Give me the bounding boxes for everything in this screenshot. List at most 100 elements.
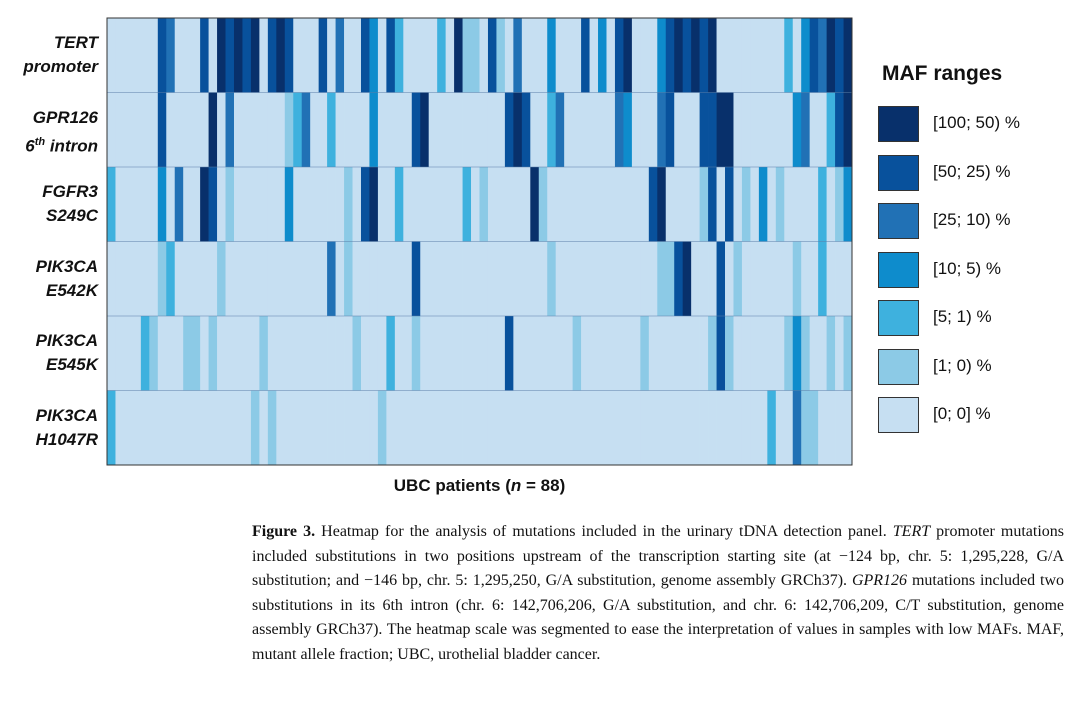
heatmap-cell	[360, 390, 370, 465]
heatmap-cell	[217, 92, 226, 167]
heatmap-cell	[682, 18, 692, 93]
heatmap-cell	[530, 390, 540, 465]
heatmap-cell	[276, 167, 286, 242]
heatmap-cell	[631, 241, 641, 316]
heatmap-cell	[225, 241, 235, 316]
heatmap-cell	[259, 92, 269, 167]
heatmap-cell	[750, 390, 760, 465]
heatmap-cell	[809, 167, 819, 242]
heatmap-cell	[428, 390, 438, 465]
heatmap-cell	[775, 92, 785, 167]
heatmap-cell	[377, 92, 387, 167]
heatmap-cell	[547, 92, 557, 167]
heatmap-cell	[648, 390, 658, 465]
heatmap-cell	[818, 241, 827, 316]
heatmap-cell	[572, 241, 582, 316]
heatmap-cell	[657, 167, 667, 242]
heatmap-cell	[733, 390, 743, 465]
heatmap-cell	[691, 18, 700, 93]
heatmap-cell	[284, 18, 294, 93]
heatmap-cell	[462, 241, 472, 316]
heatmap-cell	[598, 241, 607, 316]
heatmap-cell	[200, 167, 209, 242]
heatmap-cell	[411, 390, 421, 465]
heatmap-cell	[250, 390, 260, 465]
heatmap-cell	[767, 167, 777, 242]
heatmap-cell	[445, 390, 455, 465]
heatmap-cell	[310, 241, 319, 316]
heatmap-cell	[725, 18, 734, 93]
heatmap-cell	[564, 241, 573, 316]
heatmap-cell	[835, 92, 844, 167]
heatmap-cell	[640, 92, 650, 167]
heatmap-cell	[149, 316, 159, 391]
heatmap-cell	[648, 92, 658, 167]
x-axis-label-prefix: UBC patients (	[393, 476, 511, 495]
heatmap-cell	[691, 390, 700, 465]
heatmap-cell	[657, 18, 667, 93]
heatmap-cell	[217, 18, 226, 93]
heatmap-cell	[454, 92, 463, 167]
heatmap-cell	[344, 241, 353, 316]
heatmap-cell	[682, 390, 692, 465]
heatmap-cell	[191, 167, 201, 242]
heatmap-cell	[428, 167, 438, 242]
heatmap-cell	[547, 316, 557, 391]
heatmap-cell	[352, 167, 362, 242]
heatmap-cell	[445, 92, 455, 167]
heatmap-cell	[775, 167, 785, 242]
heatmap-cell	[758, 92, 768, 167]
heatmap-cell	[437, 390, 446, 465]
heatmap-cell	[191, 316, 201, 391]
heatmap-cell	[242, 18, 252, 93]
heatmap-cell	[377, 167, 387, 242]
heatmap-cell	[479, 390, 489, 465]
heatmap-cell	[614, 316, 624, 391]
heatmap-cell	[149, 167, 159, 242]
heatmap-cell	[826, 167, 836, 242]
heatmap-cell	[327, 241, 336, 316]
heatmap-cell	[403, 167, 413, 242]
heatmap-cell	[344, 167, 353, 242]
heatmap-cell	[487, 167, 497, 242]
heatmap-cell	[462, 18, 472, 93]
heatmap-cell	[437, 92, 446, 167]
heatmap-cell	[674, 316, 684, 391]
caption-label: Figure 3.	[252, 523, 316, 540]
heatmap-cell	[581, 241, 590, 316]
row-label-line: PIK3CA	[35, 331, 98, 351]
heatmap-cell	[191, 390, 201, 465]
heatmap	[106, 17, 853, 466]
heatmap-cell	[792, 241, 802, 316]
heatmap-cell	[454, 167, 463, 242]
heatmap-cell	[640, 18, 650, 93]
heatmap-cell	[267, 390, 277, 465]
heatmap-cell	[183, 92, 193, 167]
heatmap-cell	[496, 92, 506, 167]
heatmap-cell	[360, 92, 370, 167]
heatmap-cell	[318, 18, 328, 93]
heatmap-cell	[386, 167, 396, 242]
heatmap-cell	[538, 390, 548, 465]
heatmap-cell	[403, 390, 413, 465]
heatmap-cell	[140, 92, 150, 167]
heatmap-cell	[614, 18, 624, 93]
heatmap-cell	[699, 390, 709, 465]
heatmap-cell	[360, 18, 370, 93]
heatmap-cell	[784, 390, 794, 465]
heatmap-cell	[598, 316, 607, 391]
heatmap-cell	[242, 390, 252, 465]
heatmap-cell	[115, 241, 125, 316]
heatmap-cell	[513, 316, 523, 391]
heatmap-cell	[437, 241, 446, 316]
heatmap-cell	[454, 18, 463, 93]
heatmap-cell	[132, 18, 142, 93]
heatmap-cell	[166, 167, 176, 242]
row-label-line: FGFR3	[42, 182, 98, 202]
heatmap-cell	[843, 92, 853, 167]
heatmap-cell	[581, 167, 590, 242]
heatmap-cell	[166, 241, 176, 316]
heatmap-cell	[699, 18, 709, 93]
heatmap-cell	[623, 316, 633, 391]
row-label: PIK3CA E545K	[0, 329, 98, 377]
